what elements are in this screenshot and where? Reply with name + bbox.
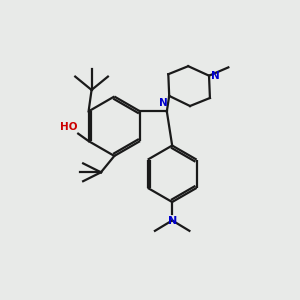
Text: N: N	[212, 71, 220, 81]
Text: N: N	[159, 98, 168, 108]
Text: N: N	[167, 216, 177, 226]
Text: HO: HO	[60, 122, 77, 132]
